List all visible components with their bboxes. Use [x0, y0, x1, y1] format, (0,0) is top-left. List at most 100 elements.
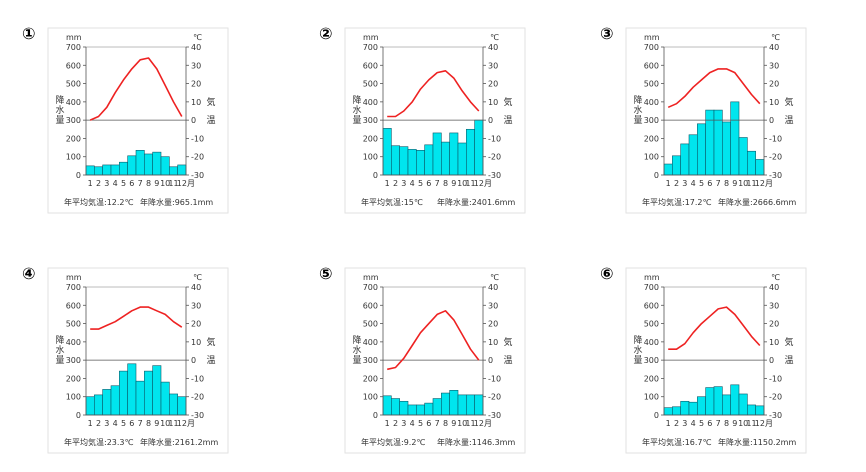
precip-bar	[466, 394, 475, 416]
precip-axis-label: 降	[55, 94, 64, 106]
temp-tick-label: 0	[769, 116, 774, 125]
temp-unit: ℃	[193, 273, 202, 282]
temp-unit: ℃	[771, 273, 780, 282]
temp-unit: ℃	[490, 273, 499, 282]
precip-tick-label: 600	[66, 301, 81, 310]
precip-unit: mm	[644, 273, 660, 282]
precip-bar	[391, 398, 400, 416]
month-label: 4	[410, 419, 415, 428]
precip-axis-label: 降	[633, 94, 642, 106]
precip-tick-label: 500	[363, 320, 378, 329]
precip-bar	[407, 404, 417, 416]
temp-tick-label: -20	[191, 393, 204, 402]
temp-tick-label: -10	[488, 374, 501, 383]
precip-axis-label: 降	[633, 334, 642, 346]
annual-precip: 年降水量:965.1mm	[140, 197, 213, 207]
precip-bar	[152, 151, 162, 176]
chart-number: ③	[600, 24, 614, 43]
precip-tick-label: 0	[76, 171, 81, 180]
precip-axis-label: 量	[352, 355, 361, 366]
precip-bar	[144, 153, 153, 176]
temp-line	[668, 306, 761, 350]
temp-unit: ℃	[771, 33, 780, 42]
precip-axis-label: 降	[352, 94, 361, 106]
temp-axis-label: 温	[503, 115, 512, 126]
precip-bar	[730, 101, 740, 176]
precip-bar	[680, 143, 690, 176]
month-label: 7	[138, 419, 143, 428]
month-label: 2	[393, 179, 398, 188]
annual-mean-temp: 年平均気温:17.2℃	[642, 197, 712, 207]
climate-chart-3: ③ mm ℃降水量気温0100200300400500600700-30-20-10…	[600, 24, 807, 214]
precip-tick-label: 100	[66, 153, 81, 162]
temp-tick-label: 40	[769, 43, 779, 52]
month-label: 1	[666, 419, 671, 428]
climate-chart-5: ⑤ mm ℃降水量気温0100200300400500600700-30-20-10…	[319, 264, 526, 454]
precip-unit: mm	[66, 273, 82, 282]
temp-line	[667, 68, 761, 109]
precip-tick-label: 500	[66, 320, 81, 329]
annual-mean-temp: 年平均気温:15℃	[361, 197, 423, 207]
precip-axis-label: 量	[55, 115, 64, 126]
temp-line	[90, 306, 183, 330]
precip-tick-label: 400	[66, 338, 81, 347]
chart-number: ⑤	[319, 264, 333, 283]
temp-tick-label: -20	[769, 153, 782, 162]
precip-tick-label: 200	[66, 134, 81, 143]
precip-unit: mm	[644, 33, 660, 42]
temp-axis-label: 温	[503, 355, 512, 366]
precip-bar	[119, 370, 128, 416]
temp-tick-label: 0	[488, 356, 493, 365]
month-label: 12	[474, 179, 484, 188]
precip-tick-label: 600	[644, 301, 659, 310]
temp-tick-label: 40	[769, 283, 779, 292]
precip-axis-label: 水	[55, 104, 64, 116]
temp-tick-label: -30	[488, 411, 501, 420]
precip-bar	[449, 390, 459, 416]
precip-bar	[399, 400, 409, 416]
month-label: 11	[168, 179, 178, 188]
temp-axis-label: 温	[206, 355, 215, 366]
precip-tick-label: 300	[363, 356, 378, 365]
annual-precip: 年降水量:2161.2mm	[140, 437, 218, 447]
month-label: 4	[691, 179, 696, 188]
precip-bar	[705, 387, 715, 416]
temp-tick-label: 30	[488, 301, 498, 310]
temp-tick-label: 20	[191, 80, 201, 89]
precip-tick-label: 100	[644, 153, 659, 162]
annual-precip: 年降水量:1150.2mm	[718, 437, 796, 447]
precip-tick-label: 500	[363, 80, 378, 89]
temp-axis-label: 気	[503, 96, 512, 108]
month-label: 5	[121, 179, 126, 188]
precip-bar	[474, 394, 484, 416]
month-label: 8	[146, 179, 151, 188]
month-label: 12	[755, 419, 765, 428]
month-label: 4	[113, 419, 118, 428]
precip-bar	[85, 396, 95, 416]
precip-bar	[457, 394, 467, 416]
temp-tick-label: 20	[488, 320, 498, 329]
temp-tick-label: 20	[488, 80, 498, 89]
precip-axis-label: 量	[55, 355, 64, 366]
precip-bar	[110, 385, 120, 416]
month-label: 2	[96, 419, 101, 428]
temp-tick-label: -20	[191, 153, 204, 162]
precip-bar	[177, 164, 187, 176]
precip-tick-label: 0	[373, 171, 378, 180]
precip-bar	[697, 396, 706, 416]
precip-bar	[382, 395, 392, 416]
temp-tick-label: -20	[488, 153, 501, 162]
precip-bar	[747, 150, 756, 176]
precip-tick-label: 500	[644, 320, 659, 329]
precip-bar	[85, 165, 95, 176]
precip-bar	[680, 400, 690, 416]
precip-bar	[169, 166, 178, 176]
chart-number: ①	[22, 24, 36, 43]
temp-line	[387, 70, 480, 118]
precip-bar	[382, 128, 392, 176]
month-label: 3	[104, 179, 109, 188]
month-suffix: 月	[187, 419, 195, 428]
temp-axis-label: 気	[206, 96, 215, 108]
chart-frame	[47, 267, 229, 454]
temp-tick-label: 30	[769, 301, 779, 310]
